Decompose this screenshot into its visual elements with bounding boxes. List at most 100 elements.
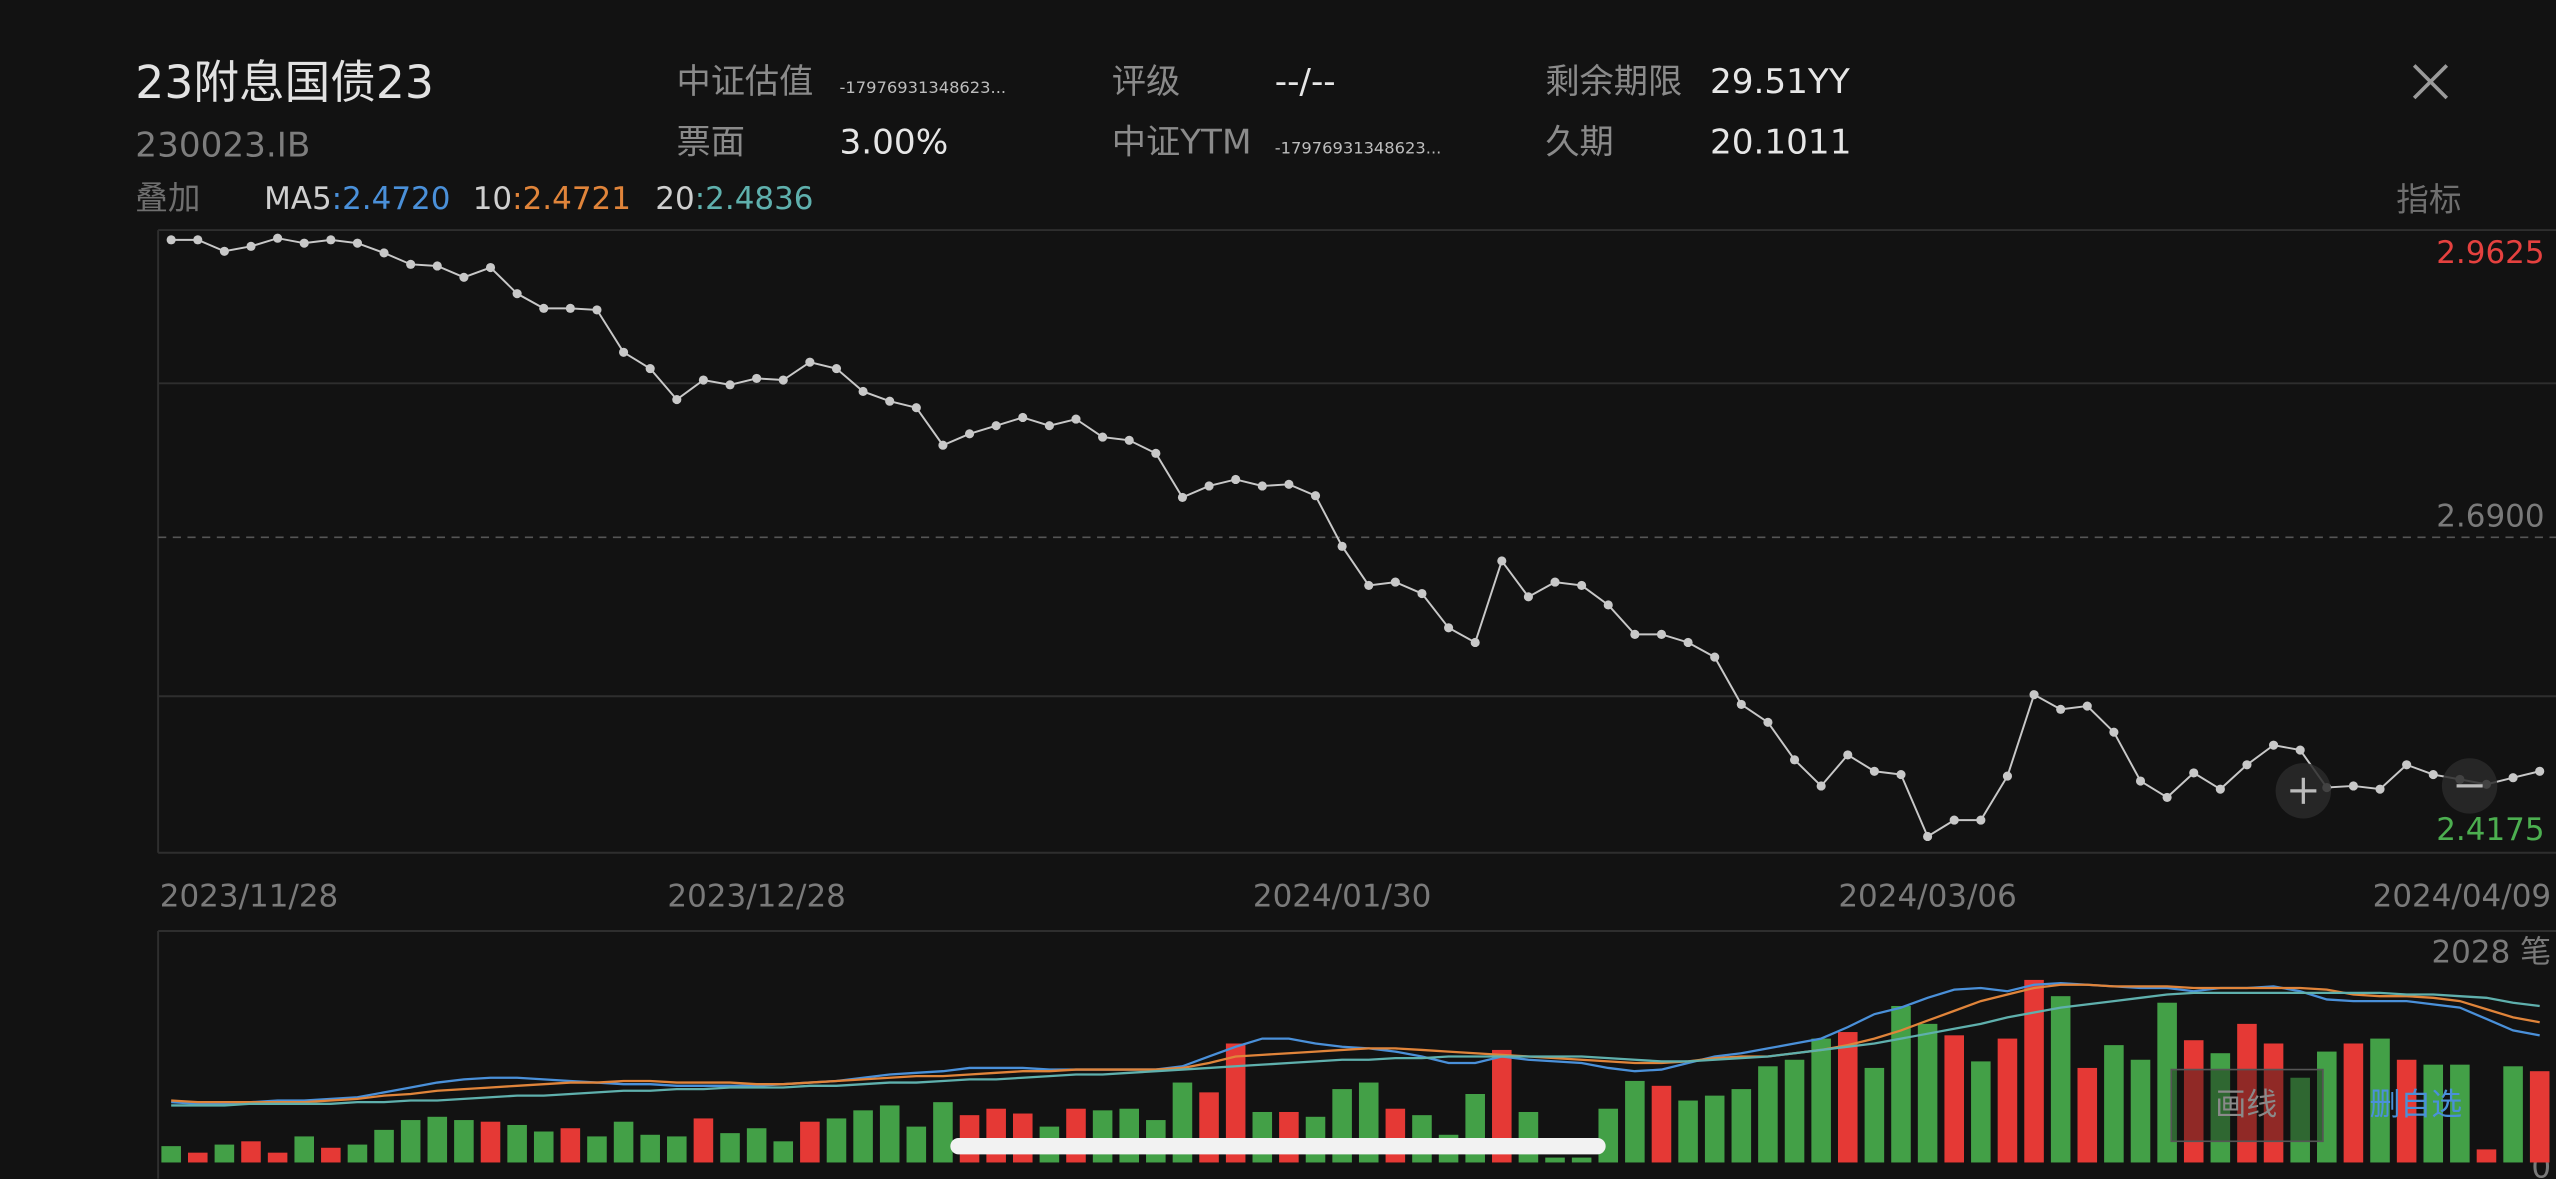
volume-bar [480,1121,501,1163]
volume-bar [560,1128,581,1163]
volume-bar [587,1136,607,1163]
volume-bar [2450,1064,2470,1163]
price-point [2295,745,2305,755]
price-point [2375,784,2385,794]
zoom-in-button[interactable] [2275,763,2332,819]
volume-bar [214,1144,235,1163]
price-point [2215,784,2225,794]
volume-bar [1385,1108,1406,1163]
home-indicator [950,1138,1606,1155]
field-label: 中证估值 [676,62,813,102]
draw-line-label[interactable]: 画线 [2215,1087,2277,1123]
price-point [2428,769,2438,780]
price-point [2082,701,2092,711]
draw-line-button[interactable]: 画线 [2170,1068,2324,1143]
volume-bar [1758,1066,1778,1163]
ma-value: :2.4720 [332,181,451,217]
price-point [805,357,815,367]
price-point [539,303,549,313]
price-point [1390,577,1400,587]
volume-bar [533,1131,554,1163]
volume-bar [2343,1043,2364,1163]
price-point [938,440,948,450]
price-point [1603,600,1613,610]
volume-bar [1651,1085,1672,1163]
ma-value: :2.4721 [512,181,631,217]
price-point [2242,760,2252,770]
remove-watchlist-button[interactable]: 删自选 [2369,1087,2462,1123]
price-point [1018,412,1028,423]
price-point [1683,637,1693,648]
price-point [2135,776,2146,786]
volume-bar [1944,1035,1964,1163]
bond-code: 230023.IB [135,126,310,166]
volume-bar [2077,1067,2098,1163]
price-point [299,238,309,248]
volume-bar [374,1129,394,1163]
price-point [1470,637,1480,648]
price-point [1577,580,1587,590]
price-panel-frame [157,229,2556,854]
price-point [485,262,496,273]
volume-bar [1225,1043,1246,1163]
price-point [752,373,762,383]
field-value: -17976931348623... [840,78,1007,97]
price-point [326,235,336,245]
close-button[interactable] [2412,64,2449,100]
x-tick-label: 2024/04/09 [2373,879,2551,915]
volume-bar [400,1120,421,1163]
volume-bar [1625,1080,1645,1163]
price-point [698,375,708,385]
volume-bar [1066,1108,1086,1163]
x-tick-label: 2023/12/28 [667,879,845,915]
ma-legend: MA5:2.4720 10:2.4721 20:2.4836 [264,181,813,217]
volume-bar [800,1121,820,1163]
overlay-button[interactable]: 叠加 [135,179,200,217]
volume-bar [1971,1061,1991,1163]
volume-bar [667,1136,687,1163]
price-point [219,246,229,256]
volume-bar [321,1147,341,1163]
zoom-out-button[interactable] [2441,758,2498,814]
price-point [858,386,868,397]
volume-bar [720,1133,740,1163]
indicator-button[interactable]: 指标 [2396,181,2461,219]
price-point [1789,755,1800,765]
volume-bar [1891,1005,1911,1163]
price-point [991,421,1001,431]
volume-bar [161,1146,181,1163]
volume-bar [2396,1059,2417,1163]
price-point [1656,629,1667,639]
bond-title: 23附息国债23 [135,56,434,109]
price-point [166,235,176,245]
volume-bar [906,1126,927,1163]
price-point [1843,750,1853,760]
price-point [1550,577,1560,587]
volume-bar [1811,1038,1831,1163]
price-point [565,303,575,313]
y-tick-label: 2.9625 [2436,235,2544,271]
price-point [831,364,842,374]
price-point [1923,831,1933,842]
price-point [246,241,256,251]
price-point [911,403,921,413]
field-value: 29.51YY [1710,62,1850,102]
ma-name: MA5 [264,181,332,217]
price-point [885,396,895,406]
price-point [2535,766,2545,776]
price-point [2056,704,2066,714]
volume-bar [1598,1108,1619,1163]
volume-bar [1784,1059,1805,1163]
price-point [432,261,442,271]
volume-bar [2476,1149,2497,1163]
volume-bar [1571,1157,1592,1163]
ma-name: 10 [473,181,512,217]
price-point [1310,491,1321,501]
price-point [1444,623,1454,633]
volume-bar [1119,1108,1140,1163]
price-point [1177,492,1188,502]
volume-panel-frame [157,930,2556,1179]
price-point [459,272,469,282]
volume-bar [1917,1023,1938,1163]
